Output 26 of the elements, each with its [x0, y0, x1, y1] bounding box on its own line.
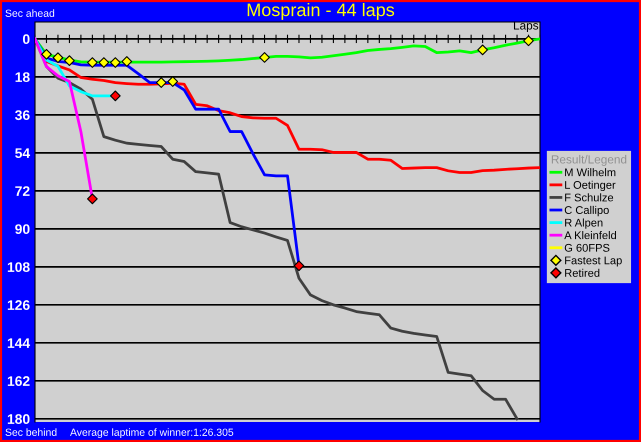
- legend-label: M Wilhelm: [565, 168, 616, 176]
- chart-title: Mosprain - 44 laps: [248, 3, 394, 20]
- text: Sec behind: [5, 428, 56, 436]
- legend-label: C Callipo: [564, 206, 609, 216]
- y-tick-label: 180: [8, 414, 30, 424]
- y-tick-label: 90: [15, 224, 30, 234]
- y-tick-label: 36: [15, 110, 30, 120]
- x-axis-title: Laps: [514, 21, 538, 32]
- y-tick-label: 126: [8, 300, 30, 310]
- legend-label: F Schulze: [565, 193, 614, 202]
- y-tick-label: 144: [8, 338, 30, 348]
- y-tick-label: 54: [15, 148, 30, 158]
- legend-label: A Kleinfeld: [564, 231, 616, 240]
- y-tick-label: 72: [15, 186, 30, 196]
- text: Sec ahead: [5, 9, 54, 17]
- y-tick-label: 108: [8, 262, 30, 272]
- legend-title: Result/Legend: [552, 154, 626, 166]
- legend-label: R Alpen: [565, 218, 602, 229]
- y-tick-label: 18: [16, 72, 30, 82]
- legend-label: Retired: [565, 268, 600, 277]
- y-tick-label: 162: [8, 376, 30, 386]
- text: Average laptime of winner:1:26.305: [70, 428, 234, 438]
- legend-label: L Oetinger: [565, 180, 616, 192]
- legend-label: G 60FPS: [564, 244, 610, 252]
- legend-label: Fastest Lap: [565, 256, 622, 267]
- y-tick-label: 0: [22, 34, 30, 44]
